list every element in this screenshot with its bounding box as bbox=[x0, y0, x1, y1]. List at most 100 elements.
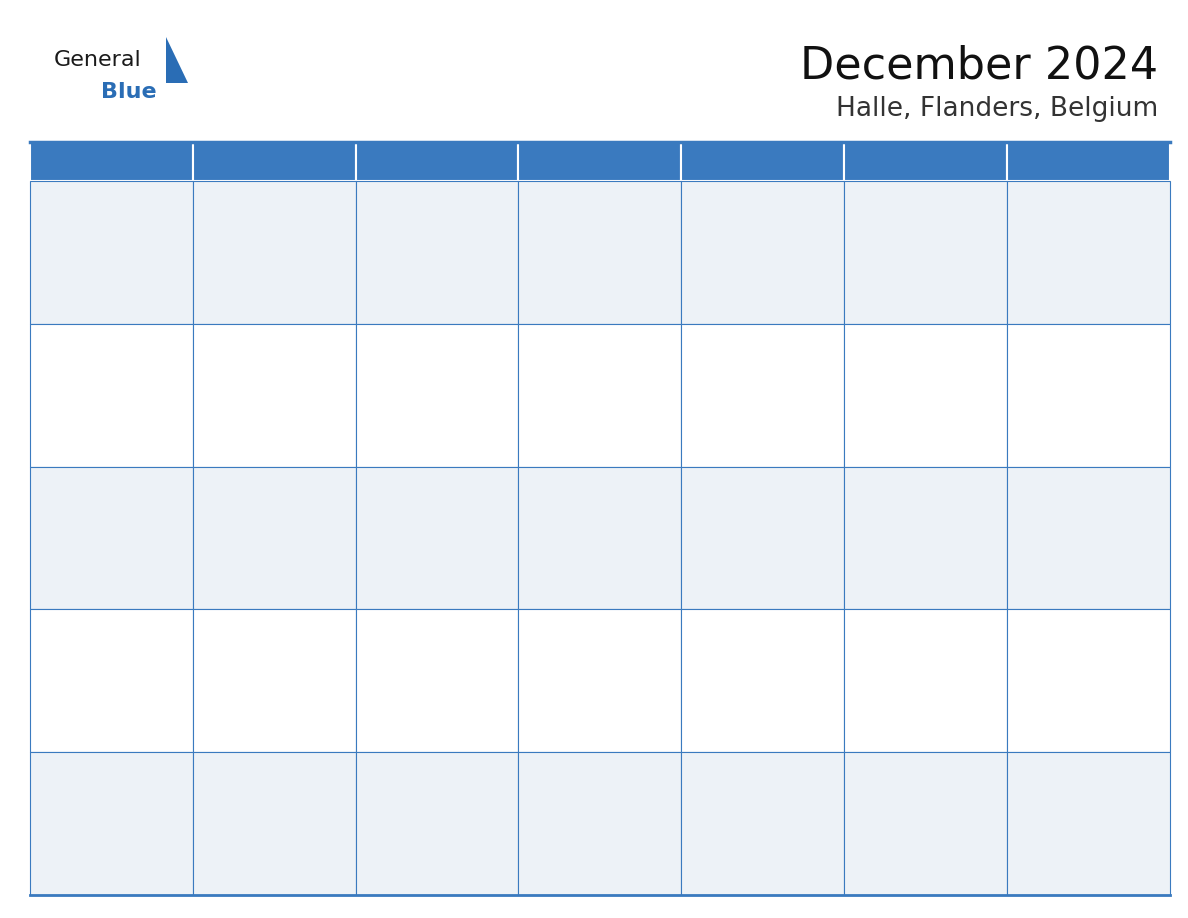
Text: 11: 11 bbox=[526, 338, 545, 353]
Text: Daylight: 8 hours: Daylight: 8 hours bbox=[201, 847, 295, 857]
Text: 14: 14 bbox=[1016, 338, 1034, 353]
Text: Sunset: 4:39 PM: Sunset: 4:39 PM bbox=[364, 250, 453, 259]
Text: and 7 minutes.: and 7 minutes. bbox=[1016, 302, 1098, 312]
Text: Daylight: 7 hours: Daylight: 7 hours bbox=[201, 704, 295, 714]
Text: and 58 minutes.: and 58 minutes. bbox=[853, 731, 941, 741]
Text: Sunset: 4:37 PM: Sunset: 4:37 PM bbox=[690, 392, 778, 402]
Text: Daylight: 8 hours: Daylight: 8 hours bbox=[1016, 275, 1110, 285]
Text: 7: 7 bbox=[1016, 196, 1025, 210]
Text: Daylight: 8 hours: Daylight: 8 hours bbox=[201, 419, 295, 429]
Text: Sunset: 4:46 PM: Sunset: 4:46 PM bbox=[201, 821, 290, 831]
Text: Sunset: 4:45 PM: Sunset: 4:45 PM bbox=[38, 821, 126, 831]
Text: Daylight: 7 hours: Daylight: 7 hours bbox=[690, 704, 783, 714]
Text: 31: 31 bbox=[364, 767, 383, 781]
Text: and 57 minutes.: and 57 minutes. bbox=[690, 588, 778, 598]
Text: and 57 minutes.: and 57 minutes. bbox=[853, 588, 941, 598]
Text: 21: 21 bbox=[1016, 481, 1035, 496]
Text: and 16 minutes.: and 16 minutes. bbox=[201, 302, 290, 312]
Text: Daylight: 8 hours: Daylight: 8 hours bbox=[690, 419, 783, 429]
Text: 18: 18 bbox=[526, 481, 545, 496]
Text: Sunrise: 8:42 AM: Sunrise: 8:42 AM bbox=[1016, 509, 1108, 519]
Text: 30: 30 bbox=[201, 767, 220, 781]
Text: Sunrise: 8:33 AM: Sunrise: 8:33 AM bbox=[364, 365, 456, 375]
Text: and 0 minutes.: and 0 minutes. bbox=[38, 874, 120, 883]
Text: Wednesday: Wednesday bbox=[527, 154, 623, 169]
Text: 13: 13 bbox=[853, 338, 871, 353]
Text: Sunrise: 8:34 AM: Sunrise: 8:34 AM bbox=[526, 365, 619, 375]
Text: and 58 minutes.: and 58 minutes. bbox=[364, 588, 453, 598]
Text: Sunrise: 8:26 AM: Sunrise: 8:26 AM bbox=[526, 223, 619, 233]
Text: 28: 28 bbox=[1016, 623, 1035, 639]
Text: 6: 6 bbox=[853, 196, 862, 210]
Text: Thursday: Thursday bbox=[691, 154, 767, 169]
Text: and 57 minutes.: and 57 minutes. bbox=[201, 731, 290, 741]
Text: Sunrise: 8:44 AM: Sunrise: 8:44 AM bbox=[1016, 652, 1108, 661]
Text: 23: 23 bbox=[201, 623, 220, 639]
Text: Sunset: 4:39 PM: Sunset: 4:39 PM bbox=[526, 250, 615, 259]
Text: Daylight: 8 hours: Daylight: 8 hours bbox=[526, 275, 620, 285]
Text: Sunset: 4:37 PM: Sunset: 4:37 PM bbox=[38, 535, 126, 545]
Text: 17: 17 bbox=[364, 481, 383, 496]
Text: Daylight: 7 hours: Daylight: 7 hours bbox=[526, 562, 620, 571]
Text: Sunrise: 8:43 AM: Sunrise: 8:43 AM bbox=[364, 652, 456, 661]
Text: and 14 minutes.: and 14 minutes. bbox=[364, 302, 453, 312]
Text: Blue: Blue bbox=[101, 82, 157, 102]
Text: Sunset: 4:42 PM: Sunset: 4:42 PM bbox=[526, 677, 615, 688]
Text: Daylight: 8 hours: Daylight: 8 hours bbox=[364, 847, 457, 857]
Text: Sunset: 4:37 PM: Sunset: 4:37 PM bbox=[201, 392, 290, 402]
Text: Sunset: 4:40 PM: Sunset: 4:40 PM bbox=[201, 677, 290, 688]
Text: Sunset: 4:40 PM: Sunset: 4:40 PM bbox=[201, 250, 290, 259]
Text: Daylight: 8 hours: Daylight: 8 hours bbox=[1016, 419, 1110, 429]
Text: Sunday: Sunday bbox=[39, 154, 100, 169]
Text: and 10 minutes.: and 10 minutes. bbox=[690, 302, 778, 312]
Text: Sunrise: 8:44 AM: Sunrise: 8:44 AM bbox=[853, 652, 946, 661]
Text: Sunset: 4:39 PM: Sunset: 4:39 PM bbox=[690, 250, 778, 259]
Text: Sunset: 4:38 PM: Sunset: 4:38 PM bbox=[1016, 250, 1104, 259]
Text: and 6 minutes.: and 6 minutes. bbox=[38, 445, 120, 455]
Text: Daylight: 7 hours: Daylight: 7 hours bbox=[690, 562, 783, 571]
Text: Sunrise: 8:41 AM: Sunrise: 8:41 AM bbox=[690, 509, 782, 519]
Text: Sunrise: 8:28 AM: Sunrise: 8:28 AM bbox=[690, 223, 782, 233]
Text: Friday: Friday bbox=[854, 154, 904, 169]
Text: Sunrise: 8:38 AM: Sunrise: 8:38 AM bbox=[38, 509, 131, 519]
Text: Sunrise: 8:41 AM: Sunrise: 8:41 AM bbox=[853, 509, 946, 519]
Text: 26: 26 bbox=[690, 623, 708, 639]
Text: Daylight: 8 hours: Daylight: 8 hours bbox=[364, 419, 457, 429]
Text: Sunrise: 8:44 AM: Sunrise: 8:44 AM bbox=[690, 652, 782, 661]
Text: 1: 1 bbox=[38, 196, 48, 210]
Text: General: General bbox=[53, 50, 141, 70]
Text: Sunrise: 8:29 AM: Sunrise: 8:29 AM bbox=[853, 223, 946, 233]
Text: 22: 22 bbox=[38, 623, 57, 639]
Text: Sunset: 4:41 PM: Sunset: 4:41 PM bbox=[38, 250, 126, 259]
Text: Daylight: 7 hours: Daylight: 7 hours bbox=[1016, 562, 1110, 571]
Text: Daylight: 8 hours: Daylight: 8 hours bbox=[853, 419, 947, 429]
Text: 19: 19 bbox=[690, 481, 708, 496]
Text: Sunrise: 8:43 AM: Sunrise: 8:43 AM bbox=[38, 652, 131, 661]
Text: 29: 29 bbox=[38, 767, 57, 781]
Text: and 3 minutes.: and 3 minutes. bbox=[364, 445, 446, 455]
Text: Sunset: 4:38 PM: Sunset: 4:38 PM bbox=[853, 250, 941, 259]
Text: and 59 minutes.: and 59 minutes. bbox=[1016, 731, 1104, 741]
Text: Sunset: 4:39 PM: Sunset: 4:39 PM bbox=[853, 535, 941, 545]
Text: 8: 8 bbox=[38, 338, 48, 353]
Text: Sunset: 4:38 PM: Sunset: 4:38 PM bbox=[201, 535, 290, 545]
Text: Daylight: 8 hours: Daylight: 8 hours bbox=[38, 419, 132, 429]
Text: 9: 9 bbox=[201, 338, 210, 353]
Text: Sunset: 4:38 PM: Sunset: 4:38 PM bbox=[526, 535, 615, 545]
Text: and 57 minutes.: and 57 minutes. bbox=[38, 731, 127, 741]
Text: and 2 minutes.: and 2 minutes. bbox=[526, 445, 608, 455]
Text: and 5 minutes.: and 5 minutes. bbox=[201, 445, 283, 455]
Text: Saturday: Saturday bbox=[1017, 154, 1092, 169]
Text: Sunrise: 8:24 AM: Sunrise: 8:24 AM bbox=[201, 223, 293, 233]
Text: and 58 minutes.: and 58 minutes. bbox=[201, 588, 290, 598]
Text: Sunset: 4:37 PM: Sunset: 4:37 PM bbox=[853, 392, 941, 402]
Text: 16: 16 bbox=[201, 481, 220, 496]
Text: and 12 minutes.: and 12 minutes. bbox=[526, 302, 615, 312]
Text: Sunrise: 8:40 AM: Sunrise: 8:40 AM bbox=[364, 509, 456, 519]
Text: and 57 minutes.: and 57 minutes. bbox=[364, 731, 453, 741]
Text: Sunrise: 8:45 AM: Sunrise: 8:45 AM bbox=[201, 794, 293, 804]
Text: Daylight: 7 hours: Daylight: 7 hours bbox=[364, 562, 457, 571]
Text: 10: 10 bbox=[364, 338, 383, 353]
Text: and 0 minutes.: and 0 minutes. bbox=[853, 445, 935, 455]
Text: Halle, Flanders, Belgium: Halle, Flanders, Belgium bbox=[836, 96, 1158, 122]
